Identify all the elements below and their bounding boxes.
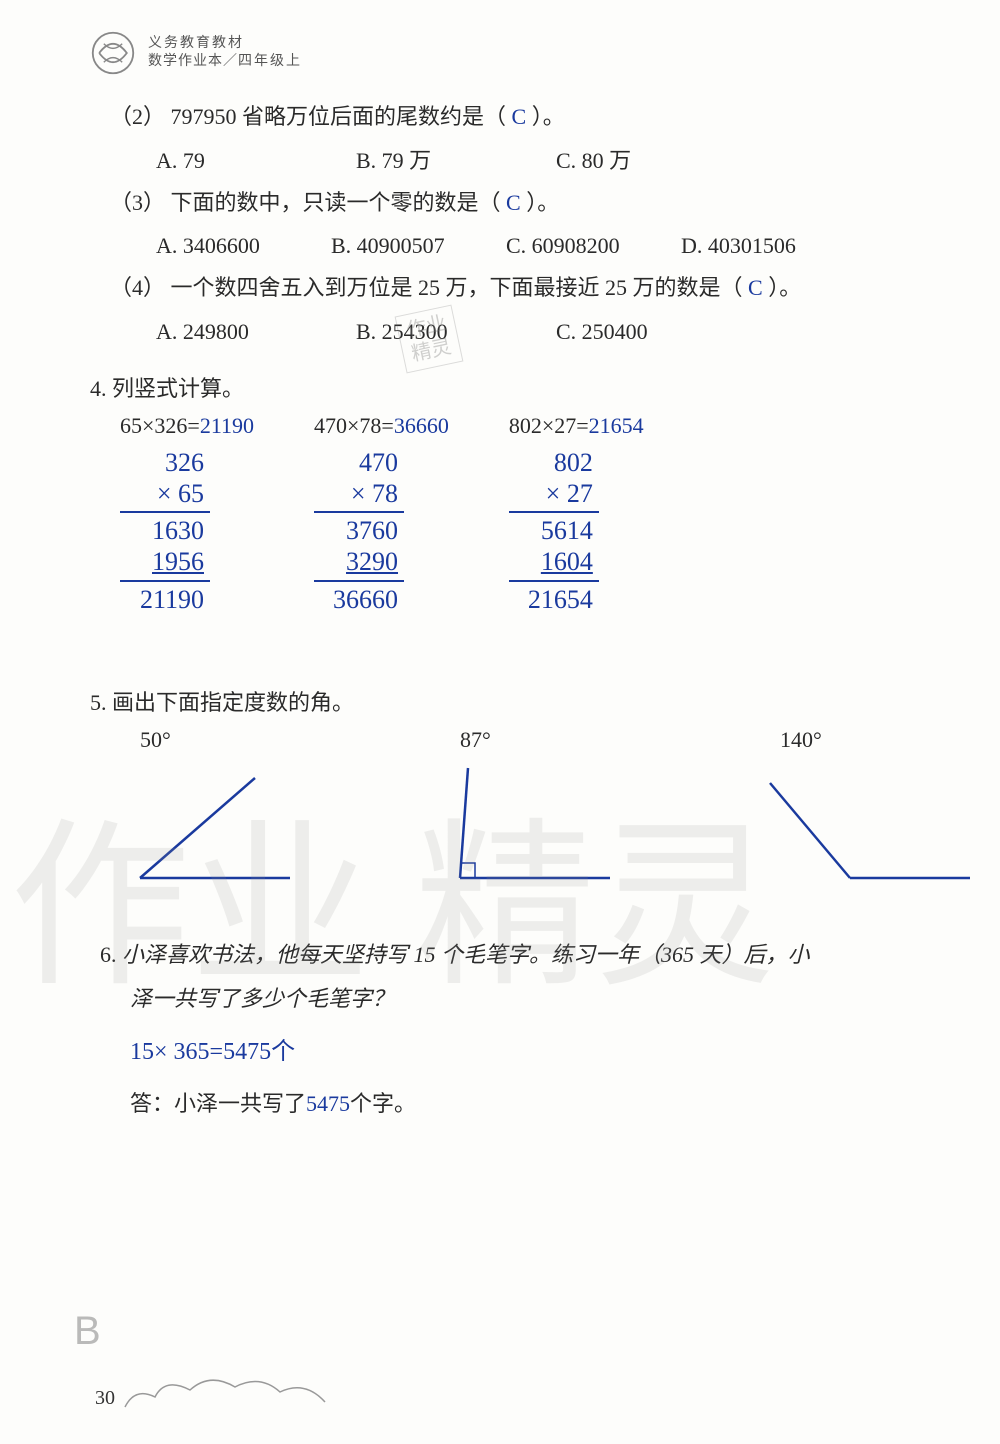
sec6-calc: 15× 365=5475个 [130, 1031, 930, 1066]
c2-r1: 470 [314, 447, 404, 478]
c3-r3: 5614 [509, 515, 599, 546]
angle-50-label: 50° [140, 727, 171, 753]
q2-opt-b: B. 79 万 [356, 140, 556, 182]
q2-text-a: （2） 797950 省略万位后面的尾数约是（ [110, 104, 512, 129]
q4-opt-c: C. 250400 [556, 311, 756, 353]
angle-140-label: 140° [780, 727, 822, 753]
sec6-line2: 泽一共写了多少个毛笔字？ [130, 977, 930, 1021]
calc-row: 65×326=21190 326 × 65 1630 1956 21190 47… [120, 413, 930, 615]
c1-r2: × 65 [120, 478, 210, 509]
calc-2: 470×78=36660 470 × 78 3760 3290 36660 [314, 413, 449, 615]
q3-options: A. 3406600 B. 40900507 C. 60908200 D. 40… [156, 225, 930, 267]
q3-opt-b: B. 40900507 [331, 225, 506, 267]
q3-text-b: ）。 [521, 190, 560, 215]
footer-letter: B [74, 1309, 101, 1354]
q4-options: A. 249800 B. 254300 C. 250400 [156, 311, 930, 353]
q3-opt-d: D. 40301506 [681, 225, 856, 267]
header-grade: 四年级上 [238, 54, 302, 69]
sec5-title: 5. 画出下面指定度数的角。 [90, 685, 930, 717]
c1-eq: 65×326= [120, 413, 200, 438]
c3-r5: 21654 [509, 584, 599, 615]
angle-87: 87° [440, 727, 620, 893]
header-line1: 义务教育教材 [148, 35, 302, 53]
q2-opt-c: C. 80 万 [556, 140, 756, 182]
sec6-answer: 答：小泽一共写了5475个字。 [130, 1086, 930, 1118]
c2-ans: 36660 [394, 413, 449, 438]
cloud-decoration [120, 1372, 340, 1412]
logo-icon [90, 30, 136, 76]
q2-text-b: ）。 [526, 104, 565, 129]
c2-eq: 470×78= [314, 413, 394, 438]
angle-87-svg [440, 763, 620, 893]
page-number: 30 [95, 1387, 115, 1410]
q3-text-a: （3） 下面的数中，只读一个零的数是（ [110, 190, 506, 215]
c1-r3: 1630 [120, 515, 210, 546]
q4-text-a: （4） 一个数四舍五入到万位是 25 万，下面最接近 25 万的数是（ [110, 275, 748, 300]
sec6-ans-b: 个字。 [350, 1091, 416, 1116]
angle-87-label: 87° [460, 727, 491, 753]
c2-r2: × 78 [314, 478, 404, 509]
q3-answer: C [506, 190, 521, 215]
calc-1: 65×326=21190 326 × 65 1630 1956 21190 [120, 413, 254, 615]
calc-3: 802×27=21654 802 × 27 5614 1604 21654 [509, 413, 644, 615]
c3-r2: × 27 [509, 478, 599, 509]
stamp-watermark: 作业 精灵 [395, 305, 464, 374]
q2-stem: （2） 797950 省略万位后面的尾数约是（ C ）。 [110, 96, 930, 138]
header-book: 数学作业本／ [148, 54, 238, 69]
c3-eq: 802×27= [509, 413, 589, 438]
c3-r1: 802 [509, 447, 599, 478]
page-header: 义务教育教材 数学作业本／四年级上 [90, 30, 930, 76]
q4-opt-a: A. 249800 [156, 311, 356, 353]
angle-140: 140° [760, 727, 980, 893]
q3-stem: （3） 下面的数中，只读一个零的数是（ C ）。 [110, 182, 930, 224]
q4-answer: C [748, 275, 763, 300]
angle-50: 50° [120, 727, 300, 893]
c1-ans: 21190 [200, 413, 254, 438]
sec6-line1: 小泽喜欢书法，他每天坚持写 15 个毛笔字。练习一年（365 天）后，小 [122, 942, 810, 967]
sec6-ans-a: 答：小泽一共写了 [130, 1091, 306, 1116]
angles-row: 50° 87° 140° [120, 727, 930, 893]
header-line2: 数学作业本／四年级上 [148, 53, 302, 71]
q4-stem: （4） 一个数四舍五入到万位是 25 万，下面最接近 25 万的数是（ C ）。 [110, 267, 930, 309]
c1-r1: 326 [120, 447, 210, 478]
q3-opt-c: C. 60908200 [506, 225, 681, 267]
angle-50-svg [120, 763, 300, 893]
q3-opt-a: A. 3406600 [156, 225, 331, 267]
q2-answer: C [512, 104, 527, 129]
sec6-ans-v: 5475 [306, 1091, 350, 1116]
c2-r3: 3760 [314, 515, 404, 546]
c1-r4: 1956 [120, 546, 210, 577]
c1-r5: 21190 [120, 584, 210, 615]
c2-r5: 36660 [314, 584, 404, 615]
sec4-title: 4. 列竖式计算。 [90, 371, 930, 403]
angle-140-svg [760, 763, 980, 893]
q2-options: A. 79 B. 79 万 C. 80 万 [156, 140, 930, 182]
c2-r4: 3290 [314, 546, 404, 577]
q2-opt-a: A. 79 [156, 140, 356, 182]
q4-text-b: ）。 [763, 275, 802, 300]
c3-r4: 1604 [509, 546, 599, 577]
sec6: 6. 小泽喜欢书法，他每天坚持写 15 个毛笔字。练习一年（365 天）后，小 … [90, 933, 930, 1118]
c3-ans: 21654 [589, 413, 644, 438]
sec6-num: 6. [100, 942, 117, 967]
